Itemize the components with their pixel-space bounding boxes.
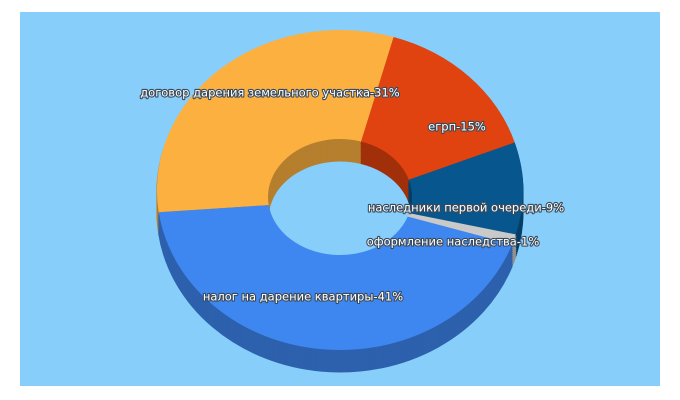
data-label: егрп-15% — [428, 120, 486, 134]
data-label: договор дарения земельного участка-31% — [140, 86, 400, 100]
data-label: налог на дарение квартиры-41% — [203, 290, 403, 304]
slice — [361, 37, 515, 180]
slice — [407, 213, 516, 245]
data-label: наследники первой очереди-9% — [368, 201, 564, 215]
slice — [157, 30, 394, 213]
labels: договор дарения земельного участка-31% ег… — [139, 84, 565, 304]
donut — [156, 30, 524, 373]
slice — [408, 142, 523, 235]
data-label: оформление наследства-1% — [367, 235, 540, 249]
slice — [158, 205, 513, 350]
